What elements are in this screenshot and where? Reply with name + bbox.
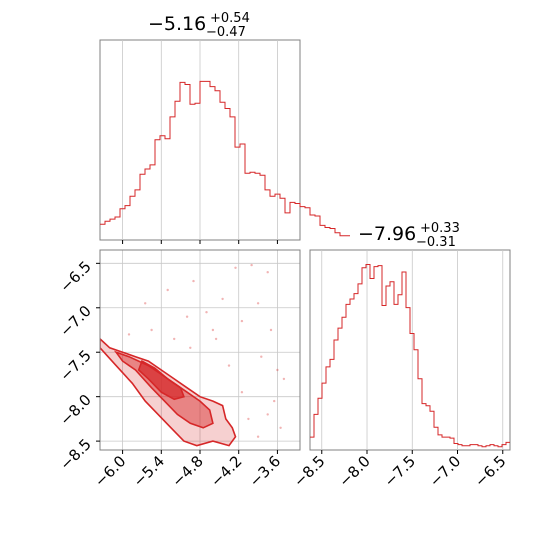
outlier-point-1 <box>234 266 237 269</box>
density-x-tick-label-1: −5.4 <box>130 452 168 490</box>
outlier-point-24 <box>189 346 192 349</box>
outlier-point-21 <box>266 413 269 416</box>
density-x-tick-label-3: −4.2 <box>207 452 245 490</box>
outlier-point-13 <box>127 333 131 336</box>
histogram-1-ticks <box>122 240 278 244</box>
outlier-point-18 <box>279 426 282 429</box>
density-outlier-points <box>127 263 286 438</box>
density-contour-inner <box>137 359 185 401</box>
outlier-point-12 <box>214 337 218 341</box>
outlier-point-16 <box>282 377 286 381</box>
outlier-point-3 <box>192 279 195 283</box>
outlier-point-10 <box>240 319 244 323</box>
hist2-tick-label-2: −7.5 <box>381 452 419 490</box>
outlier-point-7 <box>144 302 147 305</box>
density-x-tick-label-2: −4.8 <box>168 452 206 490</box>
hist2-tick-label-1: −8.0 <box>335 452 373 490</box>
param-2-minus-error: −0.31 <box>416 235 456 250</box>
outlier-point-27 <box>173 337 176 341</box>
outlier-point-22 <box>240 391 244 394</box>
outlier-point-14 <box>260 355 263 358</box>
param-1-plus-error: +0.54 <box>210 11 250 26</box>
histogram-panel-2: −8.5 −8.0 −7.5 −7.0 −6.5 −7.96 +0.33 −0.31 <box>290 221 511 491</box>
outlier-point-5 <box>221 297 224 301</box>
histogram-1-grid <box>122 40 278 240</box>
histogram-panel-1: −5.16 +0.54 −0.47 <box>99 11 350 244</box>
density-y-ticks: −6.5 −7.0 −7.5 −8.0 −8.5 <box>56 257 100 474</box>
histogram-2-title: −7.96 +0.33 −0.31 <box>358 221 460 250</box>
outlier-point-23 <box>150 328 153 332</box>
outlier-point-0 <box>250 263 253 267</box>
density-x-ticks: −6.0 −5.4 −4.8 −4.2 −3.6 <box>91 450 284 491</box>
panel-frame-2 <box>309 249 511 451</box>
density-panel: −6.0 −5.4 −4.8 −4.2 −3.6 −6.5 −7.0 −7.5 −8.0 −8.… <box>56 249 301 491</box>
param-2-median: −7.96 <box>358 223 416 245</box>
density-y-tick-label-0: −6.5 <box>56 257 94 295</box>
density-x-tick-label-4: −3.6 <box>246 452 284 490</box>
histogram-2-grid <box>321 250 504 450</box>
hist2-tick-label-0: −8.5 <box>290 452 328 490</box>
outlier-point-6 <box>256 302 260 305</box>
outlier-point-2 <box>266 271 269 274</box>
outlier-point-20 <box>247 417 250 421</box>
outlier-point-19 <box>256 435 260 438</box>
histogram-1-title: −5.16 +0.54 −0.47 <box>148 11 250 40</box>
density-x-tick-label-0: −6.0 <box>91 452 129 490</box>
density-y-tick-label-3: −8.0 <box>56 391 94 429</box>
density-y-tick-label-4: −8.5 <box>56 435 94 473</box>
outlier-point-26 <box>211 328 215 332</box>
outlier-point-15 <box>227 364 231 367</box>
param-1-median: −5.16 <box>148 13 206 35</box>
outlier-point-11 <box>269 328 273 332</box>
histogram-2-steps <box>310 264 510 448</box>
density-y-tick-label-1: −7.0 <box>56 302 94 340</box>
outlier-point-9 <box>185 315 189 318</box>
outlier-point-4 <box>166 288 169 292</box>
param-2-plus-error: +0.33 <box>420 221 460 236</box>
histogram-2-ticks: −8.5 −8.0 −7.5 −7.0 −6.5 <box>290 450 510 491</box>
param-1-minus-error: −0.47 <box>206 25 246 40</box>
outlier-point-25 <box>276 368 279 372</box>
outlier-point-8 <box>205 311 208 314</box>
density-y-tick-label-2: −7.5 <box>56 346 94 384</box>
hist2-tick-label-4: −6.5 <box>471 452 509 490</box>
outlier-point-17 <box>273 399 276 403</box>
hist2-tick-label-3: −7.0 <box>426 452 464 490</box>
histogram-1-steps <box>100 80 350 237</box>
